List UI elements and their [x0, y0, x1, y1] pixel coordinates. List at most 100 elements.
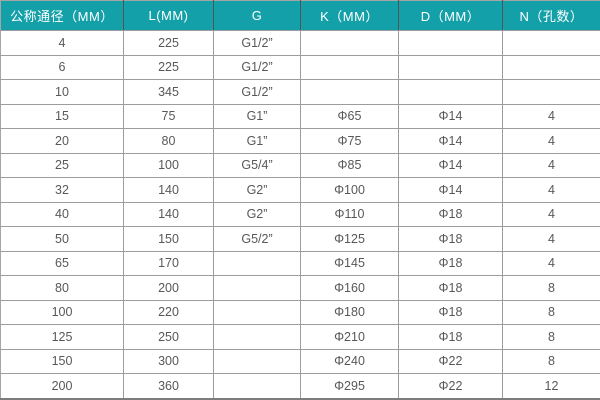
table-cell-d: Φ22 — [398, 348, 503, 374]
table-cell-k: Φ295 — [300, 373, 399, 399]
table-cell-k: Φ160 — [300, 275, 399, 301]
table-body: 4 225 G1/2” 6 225 G1/2” 10 345 G1/2” 15 75 G1” Φ65 Φ1… — [0, 30, 600, 399]
table-row: 65 170 Φ145 Φ18 4 — [0, 250, 600, 276]
table-cell-k: Φ75 — [300, 128, 399, 154]
table-cell-g — [213, 324, 301, 350]
table-cell-dn: 10 — [0, 79, 124, 105]
table-cell-n: 8 — [502, 324, 600, 350]
table-cell-k: Φ210 — [300, 324, 399, 350]
table-cell-dn: 100 — [0, 299, 124, 325]
table-cell-dn: 50 — [0, 226, 124, 252]
table-cell-g: G5/2” — [213, 226, 301, 252]
table-cell-k: Φ110 — [300, 201, 399, 227]
table-cell-l: 150 — [123, 226, 214, 252]
table-header: 公称通径（MM） L(MM) G K（MM） D（MM） N（孔数） — [0, 0, 600, 31]
table-cell-d — [398, 79, 503, 105]
table-cell-l: 75 — [123, 103, 214, 129]
table-cell-n: 4 — [502, 201, 600, 227]
header-cell-g: G — [213, 0, 301, 31]
header-cell-dn: 公称通径（MM） — [0, 0, 124, 31]
table-cell-g: G1/2” — [213, 30, 301, 56]
table-cell-k — [300, 30, 399, 56]
header-cell-n: N（孔数） — [502, 0, 600, 31]
table-cell-d: Φ14 — [398, 177, 503, 203]
table-cell-k: Φ100 — [300, 177, 399, 203]
table-cell-n — [502, 54, 600, 80]
table-cell-dn: 125 — [0, 324, 124, 350]
table-cell-d: Φ18 — [398, 275, 503, 301]
table-cell-d: Φ14 — [398, 128, 503, 154]
table-cell-n: 8 — [502, 348, 600, 374]
table-cell-k: Φ180 — [300, 299, 399, 325]
table-cell-k: Φ85 — [300, 152, 399, 178]
table-cell-k: Φ125 — [300, 226, 399, 252]
table-cell-g — [213, 299, 301, 325]
table-cell-l: 300 — [123, 348, 214, 374]
table-row: 125 250 Φ210 Φ18 8 — [0, 324, 600, 350]
table-cell-dn: 25 — [0, 152, 124, 178]
table-cell-l: 200 — [123, 275, 214, 301]
table-cell-dn: 40 — [0, 201, 124, 227]
table-cell-d: Φ18 — [398, 299, 503, 325]
table-cell-dn: 200 — [0, 373, 124, 399]
table-cell-n: 8 — [502, 275, 600, 301]
table-cell-l: 80 — [123, 128, 214, 154]
table-cell-d — [398, 30, 503, 56]
table-cell-g: G1” — [213, 103, 301, 129]
table-row: 100 220 Φ180 Φ18 8 — [0, 299, 600, 325]
table-cell-l: 220 — [123, 299, 214, 325]
table-cell-g: G2” — [213, 177, 301, 203]
table-cell-dn: 32 — [0, 177, 124, 203]
table-cell-k: Φ240 — [300, 348, 399, 374]
table-cell-dn: 65 — [0, 250, 124, 276]
table-cell-g: G2” — [213, 201, 301, 227]
table-cell-n: 4 — [502, 103, 600, 129]
table-cell-n — [502, 30, 600, 56]
table-cell-n: 4 — [502, 128, 600, 154]
table-cell-dn: 15 — [0, 103, 124, 129]
table-cell-g: G1/2” — [213, 79, 301, 105]
table-cell-k: Φ145 — [300, 250, 399, 276]
table-cell-d — [398, 54, 503, 80]
table-row: 4 225 G1/2” — [0, 30, 600, 56]
table-row: 10 345 G1/2” — [0, 79, 600, 105]
table-cell-n: 4 — [502, 177, 600, 203]
table-cell-l: 345 — [123, 79, 214, 105]
table-row: 50 150 G5/2” Φ125 Φ18 4 — [0, 226, 600, 252]
table-cell-l: 170 — [123, 250, 214, 276]
header-row: 公称通径（MM） L(MM) G K（MM） D（MM） N（孔数） — [0, 0, 600, 31]
table-cell-dn: 6 — [0, 54, 124, 80]
table-cell-n — [502, 79, 600, 105]
table-cell-l: 100 — [123, 152, 214, 178]
table-cell-n: 8 — [502, 299, 600, 325]
table-row: 80 200 Φ160 Φ18 8 — [0, 275, 600, 301]
table-cell-l: 360 — [123, 373, 214, 399]
table-row: 32 140 G2” Φ100 Φ14 4 — [0, 177, 600, 203]
table-cell-n: 12 — [502, 373, 600, 399]
table-cell-d: Φ22 — [398, 373, 503, 399]
table-cell-g — [213, 373, 301, 399]
table-cell-g: G1” — [213, 128, 301, 154]
table-cell-dn: 20 — [0, 128, 124, 154]
table-cell-d: Φ14 — [398, 103, 503, 129]
table-cell-l: 250 — [123, 324, 214, 350]
table-cell-g — [213, 348, 301, 374]
table-cell-l: 140 — [123, 201, 214, 227]
table-row: 200 360 Φ295 Φ22 12 — [0, 373, 600, 399]
table-row: 15 75 G1” Φ65 Φ14 4 — [0, 103, 600, 129]
table-cell-d: Φ18 — [398, 201, 503, 227]
table-cell-k — [300, 54, 399, 80]
table-cell-n: 4 — [502, 250, 600, 276]
table-cell-g: G5/4” — [213, 152, 301, 178]
table-row: 6 225 G1/2” — [0, 54, 600, 80]
table-cell-l: 225 — [123, 30, 214, 56]
table-cell-l: 225 — [123, 54, 214, 80]
table-cell-dn: 4 — [0, 30, 124, 56]
table-cell-k: Φ65 — [300, 103, 399, 129]
table-cell-g — [213, 275, 301, 301]
table-cell-n: 4 — [502, 226, 600, 252]
table-cell-dn: 150 — [0, 348, 124, 374]
table-cell-l: 140 — [123, 177, 214, 203]
header-cell-l: L(MM) — [123, 0, 214, 31]
